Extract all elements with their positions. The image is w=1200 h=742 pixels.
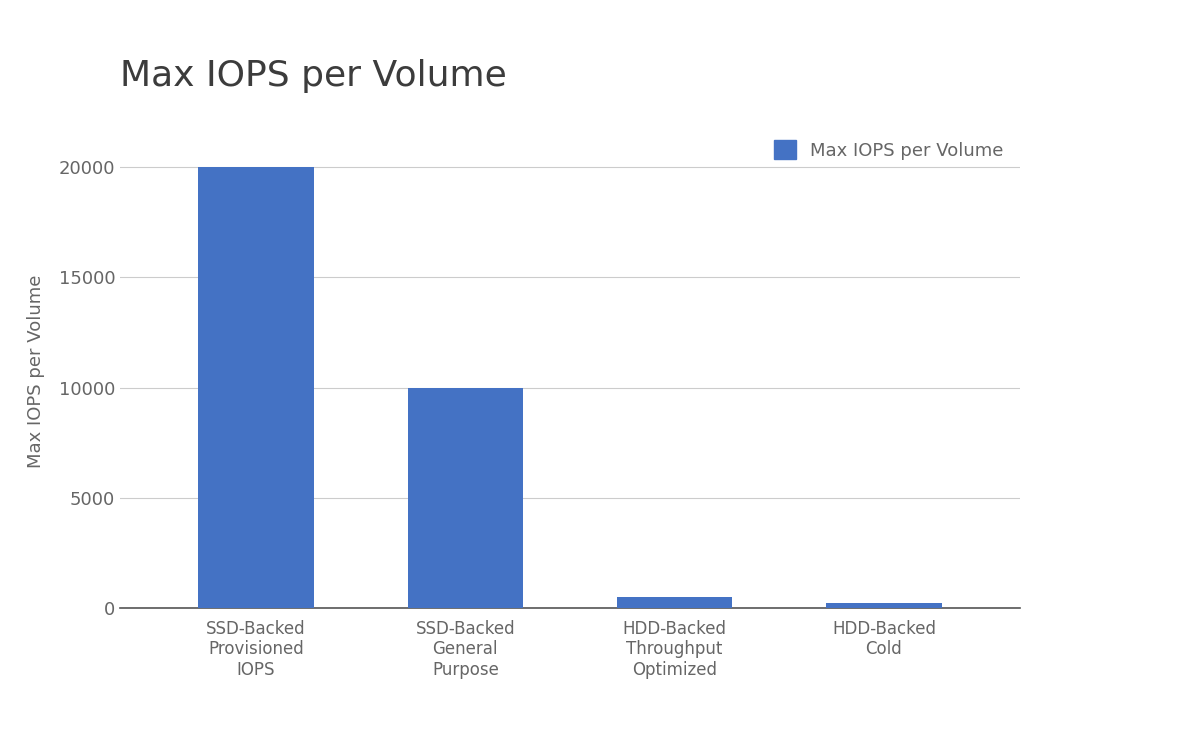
Bar <box>408 387 523 608</box>
Text: Max IOPS per Volume: Max IOPS per Volume <box>120 59 506 93</box>
Bar <box>198 167 313 608</box>
Bar <box>827 603 942 608</box>
Y-axis label: Max IOPS per Volume: Max IOPS per Volume <box>26 275 44 467</box>
Legend: Max IOPS per Volume: Max IOPS per Volume <box>767 133 1010 167</box>
Bar <box>617 597 732 608</box>
